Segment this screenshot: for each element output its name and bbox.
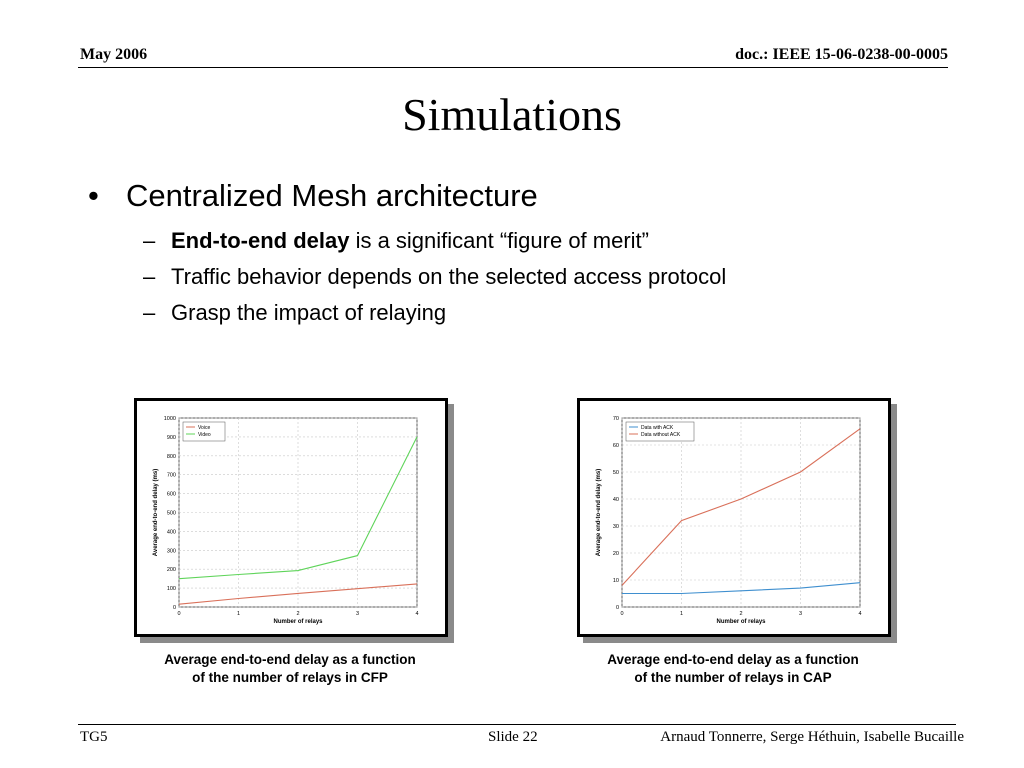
y-tick-label: 400 — [167, 529, 176, 535]
y-tick-label: 500 — [167, 511, 176, 517]
x-tick-label: 4 — [415, 611, 418, 617]
y-tick-label: 70 — [613, 416, 619, 422]
chart-cap-frame: 0 1 2 3 4 0 10 20 30 40 50 60 70 Number of relays Aver… — [577, 398, 891, 637]
y-tick-label: 30 — [613, 524, 619, 530]
y-tick-label: 0 — [173, 605, 176, 611]
footer-rule — [78, 724, 956, 725]
bullet-dot: • — [88, 178, 99, 213]
header-rule — [78, 67, 948, 68]
y-axis-label: Average end-to-end delay (ms) — [596, 469, 602, 556]
caption-cfp-line2: of the number of relays in CFP — [192, 670, 388, 685]
sub-bullet-2-text: Traffic behavior depends on the selected… — [171, 264, 727, 289]
y-tick-label: 700 — [167, 473, 176, 479]
chart-cfp: 0 1 2 3 4 0 100 200 300 400 500 600 700 800 900 1000 Num… — [153, 416, 419, 625]
sub-dash: – — [143, 300, 156, 325]
chart-cfp-frame: 0 1 2 3 4 0 100 200 300 400 500 600 700 800 900 1000 Num… — [134, 398, 448, 637]
series-line-video — [178, 436, 418, 580]
header-doc-id: doc.: IEEE 15-06-0238-00-0005 — [735, 46, 948, 63]
sub-bullet-1-bold: End-to-end delay — [171, 228, 350, 253]
y-tick-label: 50 — [613, 470, 619, 476]
y-tick-label: 900 — [167, 435, 176, 441]
x-axis-label: Number of relays — [716, 619, 766, 625]
x-tick-label: 3 — [799, 611, 802, 617]
x-tick-label: 1 — [680, 611, 683, 617]
bullet-main: • Centralized Mesh architecture — [88, 178, 538, 214]
legend-label: Voice — [198, 425, 210, 431]
x-axis-label: Number of relays — [273, 619, 323, 625]
y-tick-label: 800 — [167, 454, 176, 460]
x-tick-label: 2 — [296, 611, 299, 617]
header-date: May 2006 — [80, 46, 148, 63]
sub-bullet-3-text: Grasp the impact of relaying — [171, 300, 447, 325]
y-tick-label: 10 — [613, 578, 619, 584]
sub-dash: – — [143, 264, 156, 289]
sub-bullet-2: – Traffic behavior depends on the selecte… — [143, 264, 726, 290]
legend-label: Data with ACK — [641, 425, 674, 431]
y-tick-label: 60 — [613, 443, 619, 449]
series-line-voice — [178, 583, 418, 605]
legend-label: Video — [198, 432, 211, 438]
caption-cap-line2: of the number of relays in CAP — [634, 670, 832, 685]
sub-bullet-3: – Grasp the impact of relaying — [143, 300, 446, 326]
x-tick-label: 0 — [620, 611, 623, 617]
legend-box — [625, 421, 695, 442]
sub-dash: – — [143, 228, 156, 253]
legend-label: Data without ACK — [641, 432, 681, 438]
x-tick-label: 1 — [237, 611, 240, 617]
y-tick-label: 100 — [167, 586, 176, 592]
y-tick-label: 40 — [613, 497, 619, 503]
x-tick-label: 3 — [356, 611, 359, 617]
x-tick-label: 2 — [739, 611, 742, 617]
slide-title: Simulations — [402, 89, 622, 140]
footer-group: TG5 — [80, 729, 108, 745]
y-tick-label: 600 — [167, 492, 176, 498]
x-tick-label: 4 — [858, 611, 861, 617]
caption-cfp-line1: Average end-to-end delay as a function — [164, 652, 416, 667]
sub-bullet-1-rest: is a significant “figure of merit” — [349, 228, 649, 253]
x-tick-label: 0 — [177, 611, 180, 617]
caption-cap: Average end-to-end delay as a function o… — [573, 651, 893, 687]
series-line-data-with-ack — [622, 582, 861, 595]
footer-slide-number: Slide 22 — [488, 729, 538, 745]
sub-bullet-1: – End-to-end delay is a significant “figu… — [143, 228, 649, 254]
series-line-data-without-ack — [621, 428, 861, 586]
y-tick-label: 1000 — [164, 416, 176, 422]
caption-cap-line1: Average end-to-end delay as a function — [607, 652, 859, 667]
y-axis-label: Average end-to-end delay (ms) — [153, 469, 159, 556]
y-tick-label: 200 — [167, 567, 176, 573]
y-tick-label: 20 — [613, 551, 619, 557]
y-tick-label: 300 — [167, 548, 176, 554]
y-tick-label: 0 — [616, 605, 619, 611]
footer-authors: Arnaud Tonnerre, Serge Héthuin, Isabelle… — [660, 729, 964, 745]
caption-cfp: Average end-to-end delay as a function o… — [130, 651, 450, 687]
bullet-main-text: Centralized Mesh architecture — [126, 178, 538, 213]
